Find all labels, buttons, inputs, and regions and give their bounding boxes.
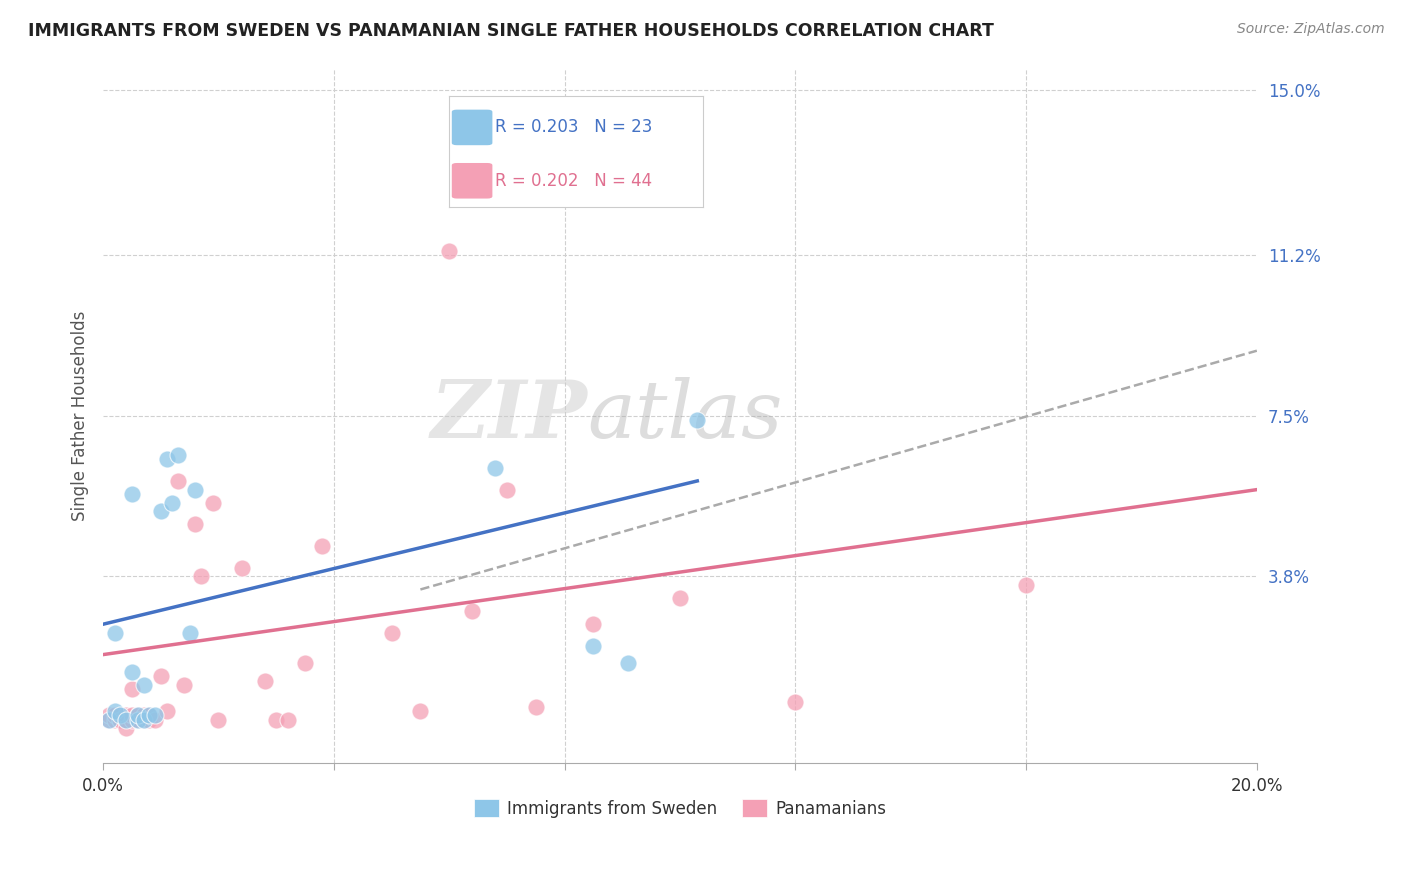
Point bbox=[115, 708, 138, 723]
Point bbox=[190, 569, 212, 583]
Point bbox=[132, 713, 155, 727]
Point bbox=[686, 413, 709, 427]
Point bbox=[104, 708, 127, 723]
Point bbox=[104, 704, 127, 718]
Point bbox=[173, 678, 195, 692]
Point bbox=[184, 517, 207, 532]
Point bbox=[155, 452, 177, 467]
Point bbox=[439, 244, 461, 258]
Point bbox=[138, 708, 160, 723]
Point bbox=[104, 713, 127, 727]
Point bbox=[484, 461, 506, 475]
Point bbox=[582, 617, 605, 632]
Point bbox=[110, 713, 132, 727]
Point bbox=[110, 708, 132, 723]
Point bbox=[162, 496, 184, 510]
Point bbox=[143, 713, 166, 727]
Point bbox=[110, 708, 132, 723]
Point bbox=[409, 704, 432, 718]
Point bbox=[253, 673, 276, 688]
Text: ZIP: ZIP bbox=[430, 377, 588, 455]
Point bbox=[138, 708, 160, 723]
Point bbox=[380, 626, 402, 640]
Point bbox=[179, 626, 201, 640]
Point bbox=[121, 708, 143, 723]
Point bbox=[132, 708, 155, 723]
Point bbox=[127, 713, 149, 727]
Point bbox=[121, 665, 143, 679]
Legend: Immigrants from Sweden, Panamanians: Immigrants from Sweden, Panamanians bbox=[467, 793, 893, 824]
Point bbox=[201, 496, 224, 510]
Point bbox=[149, 504, 172, 518]
Text: IMMIGRANTS FROM SWEDEN VS PANAMANIAN SINGLE FATHER HOUSEHOLDS CORRELATION CHART: IMMIGRANTS FROM SWEDEN VS PANAMANIAN SIN… bbox=[28, 22, 994, 40]
Point bbox=[582, 639, 605, 653]
Point bbox=[132, 713, 155, 727]
Point bbox=[231, 561, 253, 575]
Point bbox=[617, 657, 640, 671]
Point bbox=[785, 695, 807, 709]
Point bbox=[184, 483, 207, 497]
Point bbox=[97, 713, 120, 727]
Point bbox=[121, 713, 143, 727]
Point bbox=[121, 682, 143, 697]
Text: atlas: atlas bbox=[588, 377, 783, 455]
Point bbox=[167, 474, 190, 488]
Point bbox=[143, 708, 166, 723]
Point bbox=[115, 713, 138, 727]
Point bbox=[311, 539, 333, 553]
Point bbox=[97, 713, 120, 727]
Point bbox=[524, 699, 547, 714]
Point bbox=[461, 604, 484, 618]
Point bbox=[669, 591, 692, 606]
Point bbox=[132, 678, 155, 692]
Point bbox=[127, 708, 149, 723]
Point bbox=[115, 722, 138, 736]
Point bbox=[167, 448, 190, 462]
Text: Source: ZipAtlas.com: Source: ZipAtlas.com bbox=[1237, 22, 1385, 37]
Point bbox=[1015, 578, 1038, 592]
Point bbox=[127, 713, 149, 727]
Point bbox=[121, 487, 143, 501]
Point bbox=[104, 626, 127, 640]
Point bbox=[115, 713, 138, 727]
Y-axis label: Single Father Households: Single Father Households bbox=[72, 310, 89, 521]
Point bbox=[155, 704, 177, 718]
Point bbox=[138, 713, 160, 727]
Point bbox=[127, 708, 149, 723]
Point bbox=[496, 483, 519, 497]
Point bbox=[149, 669, 172, 683]
Point bbox=[97, 708, 120, 723]
Point bbox=[207, 713, 229, 727]
Point bbox=[277, 713, 299, 727]
Point bbox=[264, 713, 287, 727]
Point bbox=[294, 657, 316, 671]
Point bbox=[110, 713, 132, 727]
